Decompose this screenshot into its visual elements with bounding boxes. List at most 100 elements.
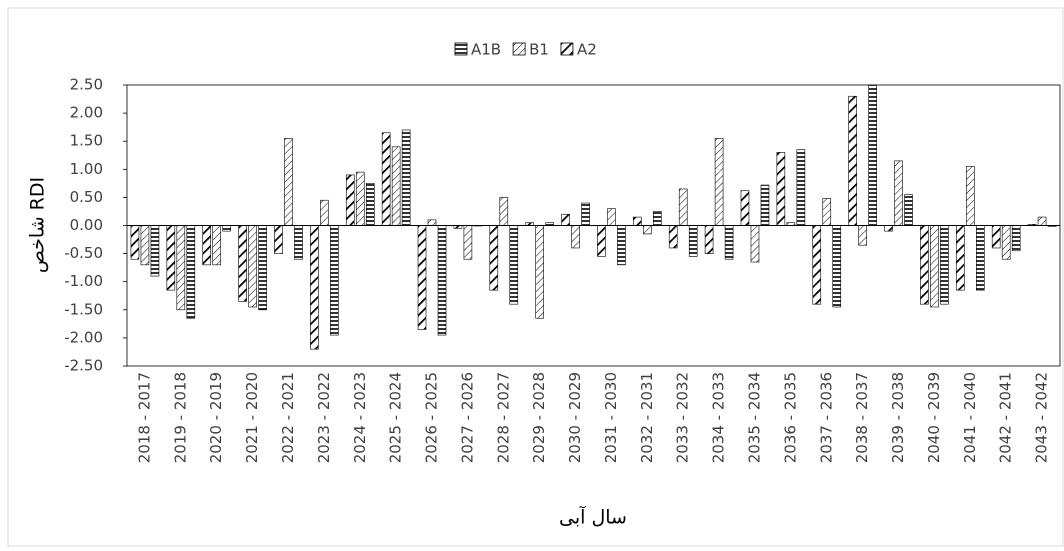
x-axis-title: سال آبی (559, 505, 627, 529)
x-tick-label: 2036 - 2035 (781, 372, 799, 463)
y-tick-label: -1.00 (64, 272, 103, 290)
bar (391, 146, 401, 226)
bar (561, 213, 570, 226)
x-tick-label: 2043 - 2042 (1033, 372, 1051, 463)
bar (975, 225, 985, 291)
x-tick-label: 2029 - 2028 (530, 372, 548, 463)
bar (489, 225, 499, 291)
bar (868, 84, 877, 226)
bar (991, 225, 1001, 249)
y-tick-label: -2.00 (64, 328, 103, 346)
x-tick-label: 2037 - 2036 (817, 372, 835, 463)
x-tick-label: 2020 - 2019 (207, 372, 225, 463)
x-tick-label: 2018 - 2017 (135, 372, 153, 463)
bar (740, 190, 750, 226)
bar (812, 225, 822, 305)
bar (320, 199, 329, 226)
bar (355, 171, 365, 226)
legend-swatch (512, 42, 526, 56)
bar (940, 225, 949, 305)
legend-label: A2 (577, 41, 597, 59)
bar (597, 225, 606, 257)
bar (463, 225, 473, 260)
y-tick-label: -1.50 (64, 300, 103, 318)
bar (858, 225, 867, 246)
chart-border (7, 7, 1064, 547)
x-tick-label: 2038 - 2037 (853, 372, 871, 463)
x-tick-label: 2021 - 2020 (243, 372, 261, 463)
x-tick-label: 2026 - 2025 (423, 372, 441, 463)
bar (796, 149, 806, 226)
y-tick-label: -0.50 (64, 244, 103, 262)
x-tick-label: 2031 - 2030 (602, 372, 620, 463)
y-tick-label: 1.50 (70, 132, 103, 150)
x-tick-label: 2019 - 2018 (171, 372, 189, 463)
y-tick-label: 2.50 (70, 76, 103, 94)
legend-label: B1 (529, 41, 549, 59)
bar (258, 225, 267, 311)
bar (294, 225, 303, 260)
legend-swatch (454, 42, 468, 56)
x-tick-label: 2028 - 2027 (494, 372, 512, 463)
x-tick-label: 2027 - 2026 (458, 372, 476, 463)
x-tick-label: 2022 - 2021 (279, 372, 297, 463)
x-tick-label: 2024 - 2023 (351, 372, 369, 463)
bar (150, 225, 160, 277)
bar (248, 225, 257, 308)
bar (955, 225, 965, 291)
bar (894, 160, 903, 226)
bar (822, 198, 832, 226)
bar (140, 225, 150, 266)
bar (499, 197, 509, 226)
x-tick-label: 2033 - 2032 (674, 372, 692, 463)
y-tick-label: 0.00 (70, 216, 103, 234)
x-tick-label: 2042 - 2041 (997, 372, 1015, 463)
x-tick-label: 2035 - 2034 (745, 372, 763, 463)
bar (1001, 225, 1011, 260)
bar (678, 188, 688, 226)
bar (653, 211, 662, 226)
bar (617, 225, 626, 266)
bar (581, 202, 590, 226)
bar (668, 225, 678, 249)
bar (832, 225, 842, 308)
bar (166, 225, 176, 291)
bar (571, 225, 580, 249)
x-tick-label: 2039 - 2038 (889, 372, 907, 463)
legend-label: A1B (471, 41, 501, 59)
bar (607, 208, 616, 226)
bar (643, 225, 652, 235)
y-tick-label: 2.00 (70, 104, 103, 122)
bar (904, 194, 913, 226)
bar (920, 225, 929, 305)
bar (848, 95, 857, 226)
bar (965, 166, 975, 226)
bar (1037, 216, 1047, 226)
bar (186, 225, 196, 319)
bar (202, 225, 212, 266)
bar (212, 225, 222, 266)
bar (130, 225, 140, 260)
bar (437, 225, 447, 336)
bar (633, 216, 642, 226)
y-tick-label: 0.50 (70, 188, 103, 206)
bar (176, 225, 186, 311)
bar (535, 225, 544, 319)
x-tick-label: 2040 - 2039 (925, 372, 943, 463)
bar (688, 225, 698, 257)
bar (274, 225, 283, 254)
x-tick-label: 2025 - 2024 (387, 372, 405, 463)
bar (930, 225, 939, 308)
bar (330, 225, 339, 336)
bar (884, 225, 893, 232)
bar (381, 132, 391, 226)
x-tick-label: 2030 - 2029 (566, 372, 584, 463)
bar (427, 219, 437, 226)
bar (509, 225, 519, 305)
bar (310, 225, 319, 350)
bar (704, 225, 714, 254)
bar (401, 129, 411, 226)
y-tick-label: 1.00 (70, 160, 103, 178)
